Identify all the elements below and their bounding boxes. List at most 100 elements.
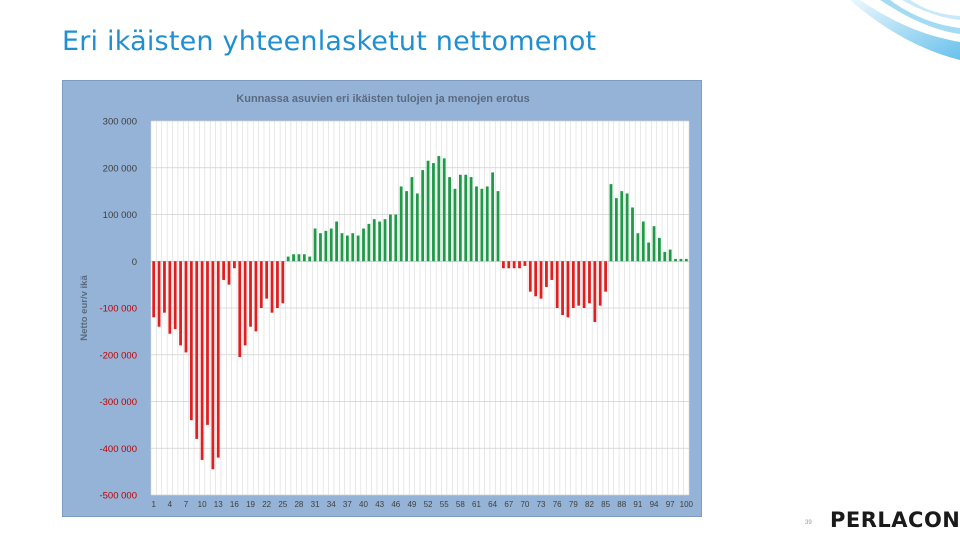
slide-title: Eri ikäisten yhteenlasketut nettomenot: [62, 26, 597, 57]
y-tick-label: 200 000: [103, 163, 137, 174]
bar-age-56: [448, 177, 451, 262]
y-tick-label: -200 000: [99, 350, 137, 361]
bar-age-27: [292, 254, 295, 262]
x-tick-label: 58: [456, 500, 465, 509]
x-tick-label: 73: [537, 500, 546, 509]
bar-age-2: [157, 261, 161, 327]
x-tick-label: 46: [391, 500, 400, 509]
bar-age-42: [372, 219, 376, 262]
bar-age-25: [281, 261, 285, 304]
bar-age-47: [399, 186, 403, 262]
bar-age-13: [216, 261, 220, 458]
bar-age-36: [340, 233, 344, 262]
bar-age-48: [405, 191, 408, 262]
bar-age-55: [442, 158, 446, 262]
bar-age-66: [501, 261, 505, 269]
y-tick-label: -400 000: [99, 444, 137, 455]
bar-age-61: [475, 186, 478, 262]
bar-age-11: [206, 261, 209, 425]
bar-age-19: [249, 261, 252, 327]
bar-age-86: [609, 184, 613, 262]
bar-age-85: [604, 261, 608, 292]
y-tick-label: -300 000: [99, 397, 137, 408]
x-tick-label: 13: [214, 500, 223, 509]
x-tick-label: 61: [472, 500, 481, 509]
bar-age-75: [550, 261, 554, 280]
bar-age-26: [286, 256, 290, 262]
bar-age-15: [227, 261, 231, 285]
bar-age-68: [512, 261, 516, 269]
x-tick-label: 64: [488, 500, 497, 509]
bar-age-74: [545, 261, 548, 287]
bar-age-38: [351, 233, 355, 262]
bar-age-16: [232, 261, 236, 269]
bar-age-7: [184, 261, 188, 353]
y-tick-label: 300 000: [103, 117, 137, 128]
y-axis-label: Netto eur/v ikä: [79, 275, 90, 341]
bar-age-9: [195, 261, 199, 439]
bar-age-52: [426, 160, 430, 262]
bar-age-41: [367, 223, 371, 262]
x-tick-label: 37: [343, 500, 352, 509]
bar-age-65: [496, 191, 500, 262]
bar-age-69: [518, 261, 521, 269]
bar-age-30: [308, 256, 312, 262]
bar-age-29: [302, 254, 306, 262]
x-tick-label: 70: [520, 500, 529, 509]
bar-chart: Kunnassa asuvien eri ikäisten tulojen ja…: [79, 93, 694, 509]
bar-age-10: [200, 261, 204, 460]
bar-age-92: [641, 221, 645, 262]
x-tick-label: 79: [569, 500, 578, 509]
bar-age-64: [491, 172, 495, 262]
bar-age-4: [168, 261, 172, 334]
bar-age-33: [324, 230, 328, 262]
bar-age-97: [668, 249, 672, 262]
bar-age-17: [238, 261, 242, 358]
chart-container: Kunnassa asuvien eri ikäisten tulojen ja…: [62, 80, 702, 517]
gridlines: [150, 120, 690, 496]
bar-age-88: [620, 191, 624, 262]
bar-age-34: [329, 228, 333, 262]
bar-age-73: [539, 261, 543, 299]
bar-age-98: [674, 258, 677, 262]
bar-age-76: [555, 261, 559, 308]
x-tick-label: 7: [184, 500, 189, 509]
bar-age-70: [523, 261, 527, 266]
bar-age-20: [254, 261, 258, 332]
bar-age-78: [566, 261, 570, 318]
bar-age-82: [588, 261, 591, 304]
x-tick-label: 100: [680, 500, 694, 509]
x-tick-label: 43: [375, 500, 384, 509]
bar-age-8: [189, 261, 193, 421]
bar-age-24: [276, 261, 279, 308]
x-tick-label: 82: [585, 500, 594, 509]
bar-age-5: [173, 261, 177, 330]
bar-age-58: [458, 174, 462, 262]
bar-age-99: [679, 258, 683, 262]
bar-age-53: [432, 163, 435, 262]
x-tick-label: 55: [440, 500, 449, 509]
x-tick-label: 16: [230, 500, 239, 509]
x-tick-label: 34: [327, 500, 336, 509]
bar-age-83: [593, 261, 597, 323]
x-tick-label: 31: [311, 500, 320, 509]
bar-age-40: [362, 228, 365, 262]
bar-age-1: [152, 261, 156, 318]
bar-age-67: [507, 261, 511, 269]
y-tick-label: -100 000: [99, 304, 137, 315]
bar-age-94: [652, 226, 656, 262]
bar-age-44: [383, 219, 387, 262]
x-tick-label: 19: [246, 500, 255, 509]
y-tick-label: -500 000: [99, 491, 137, 502]
bar-age-93: [647, 242, 651, 262]
x-tick-label: 85: [601, 500, 610, 509]
x-tick-label: 4: [168, 500, 173, 509]
x-tick-label: 49: [407, 500, 416, 509]
perlacon-logo: PERLACON: [830, 508, 960, 532]
x-tick-label: 94: [650, 500, 659, 509]
x-tick-label: 28: [294, 500, 303, 509]
bar-age-32: [319, 233, 322, 262]
bar-age-37: [345, 235, 349, 262]
bar-age-39: [356, 235, 360, 262]
x-tick-label: 25: [278, 500, 287, 509]
